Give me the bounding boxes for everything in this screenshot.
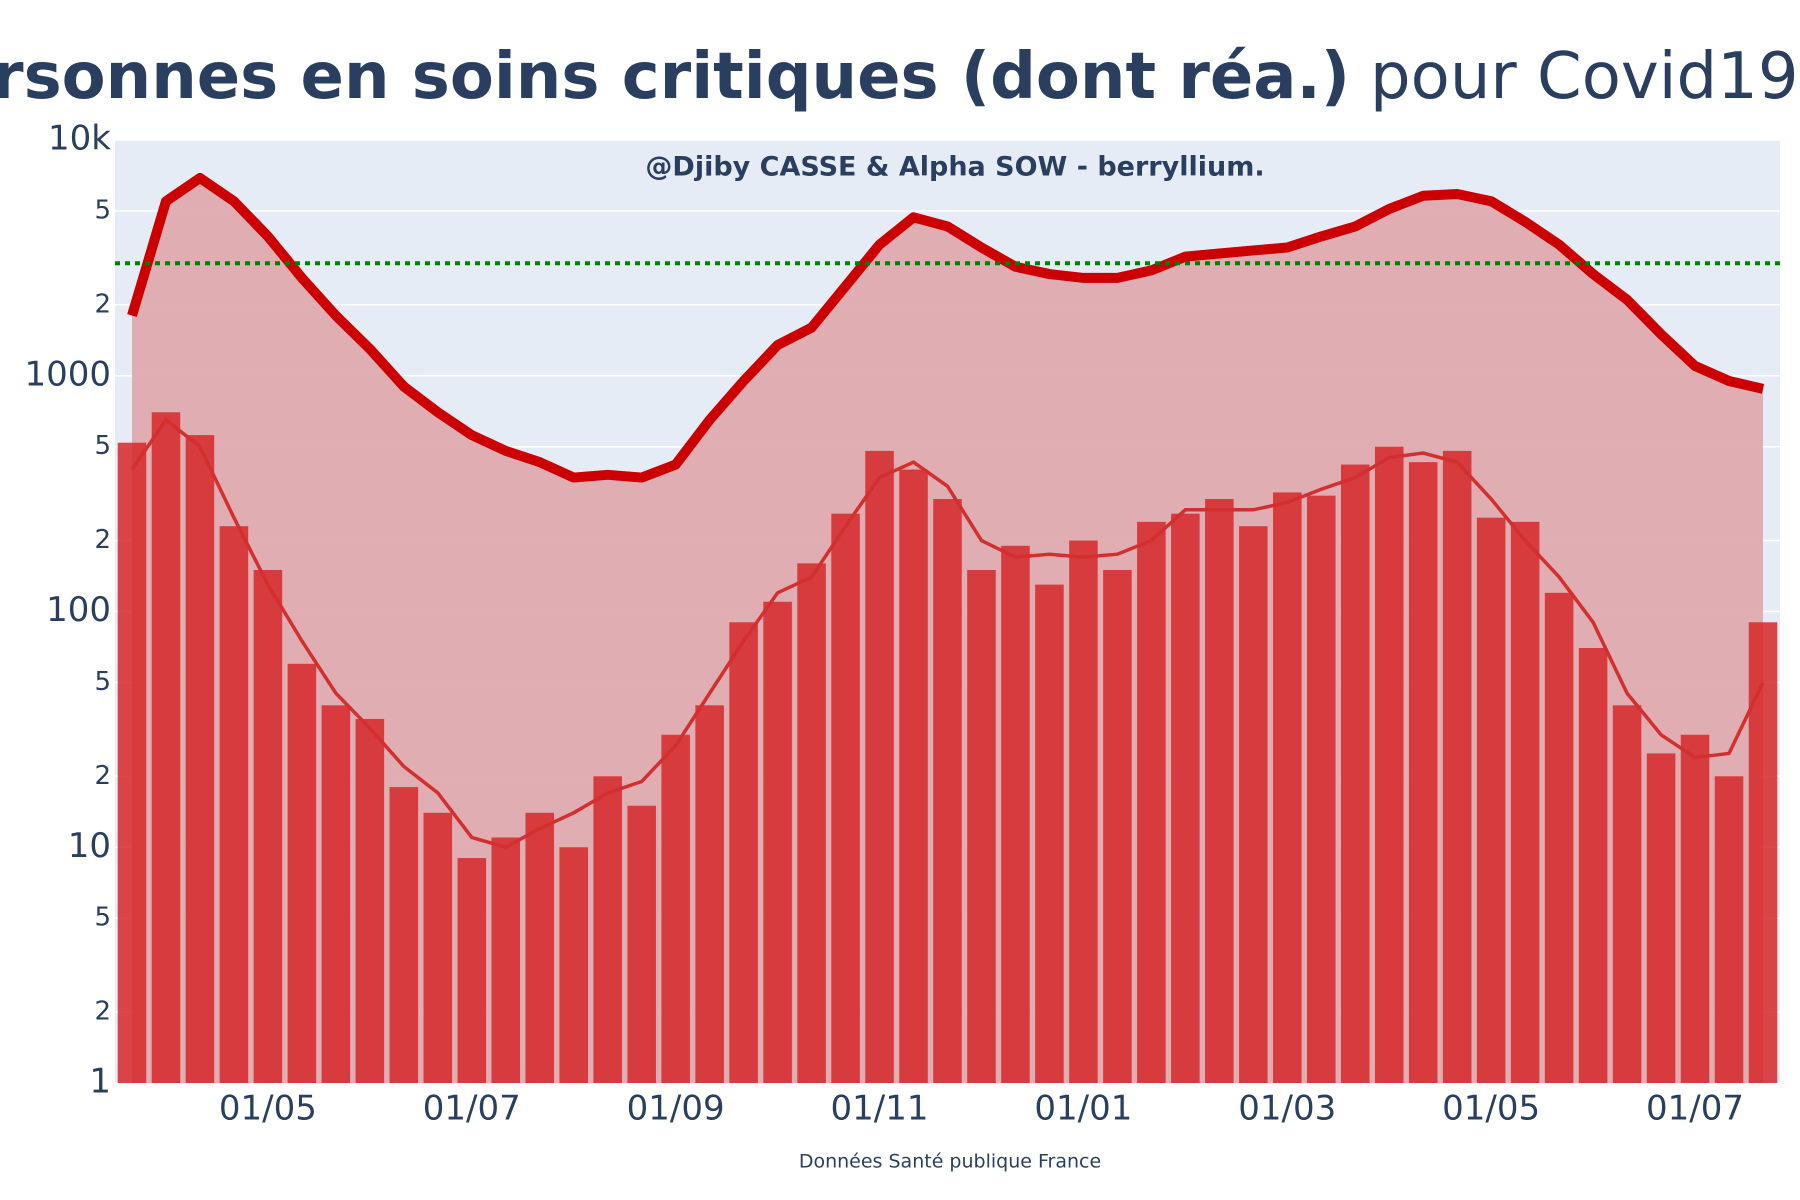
bar	[1103, 569, 1132, 1083]
bar	[1035, 584, 1064, 1083]
bar	[627, 805, 656, 1083]
title-bold: rsonnes en soins critiques (dont réa.)	[0, 40, 1350, 114]
bar	[1748, 622, 1778, 1083]
bar	[1171, 513, 1200, 1083]
y-tick-label: 2	[94, 997, 111, 1027]
y-tick-label: 5	[94, 903, 111, 933]
bar	[1001, 545, 1030, 1083]
annotation: @Djiby CASSE & Alpha SOW - berryllium.	[645, 152, 1264, 183]
bar	[253, 569, 283, 1083]
x-tick-label: 01/05	[219, 1089, 317, 1129]
critical-care-line	[127, 172, 1765, 483]
bar	[729, 622, 758, 1083]
bar	[117, 442, 147, 1083]
bar	[559, 847, 588, 1083]
bar	[661, 734, 690, 1083]
y-tick-label: 5	[94, 667, 111, 697]
y-tick-label: 100	[46, 590, 111, 630]
bar	[287, 663, 317, 1083]
x-tick-label: 01/03	[1238, 1089, 1336, 1129]
bar	[1205, 499, 1234, 1083]
bar	[321, 705, 351, 1083]
y-tick-label: 2	[94, 525, 111, 555]
title-rest: pour Covid19 [lo	[1370, 40, 1800, 114]
bar	[491, 837, 521, 1083]
bar	[185, 435, 215, 1083]
bar	[525, 812, 555, 1083]
y-tick-label: 2	[94, 289, 111, 319]
bar	[1374, 446, 1404, 1083]
bar	[899, 469, 928, 1084]
bar	[1340, 464, 1370, 1083]
bar	[933, 499, 962, 1083]
bar	[1646, 753, 1676, 1083]
bar	[389, 787, 419, 1083]
bar	[831, 513, 860, 1083]
bar	[423, 812, 453, 1083]
bar	[1239, 526, 1268, 1083]
bar	[151, 412, 181, 1083]
y-tick-label: 5	[94, 431, 111, 461]
bar	[1714, 776, 1744, 1083]
bar	[763, 601, 792, 1083]
x-tick-label: 01/07	[1646, 1089, 1744, 1129]
bar	[1578, 648, 1608, 1083]
x-tick-label: 01/09	[627, 1089, 725, 1129]
bar	[865, 450, 894, 1084]
y-tick-label: 5	[94, 195, 111, 225]
bar	[219, 526, 249, 1083]
y-tick-label: 10	[68, 826, 111, 866]
x-tick-label: 01/05	[1442, 1089, 1540, 1129]
y-tick-label: 1000	[24, 354, 111, 394]
bar	[1137, 521, 1166, 1083]
chart-title: rsonnes en soins critiques (dont réa.) po…	[0, 40, 1800, 114]
bar	[1476, 517, 1506, 1083]
bar	[1069, 540, 1098, 1083]
bar	[1307, 495, 1336, 1083]
bar	[797, 563, 826, 1083]
bar	[1680, 734, 1710, 1083]
bar	[1510, 521, 1540, 1083]
bar	[967, 569, 996, 1083]
x-tick-label: 01/07	[423, 1089, 521, 1129]
bar	[1408, 462, 1438, 1084]
bar	[1612, 705, 1642, 1083]
y-tick-label: 10k	[48, 119, 111, 159]
x-tick-label: 01/11	[831, 1089, 929, 1129]
y-tick-label: 2	[94, 761, 111, 791]
bar	[695, 705, 724, 1083]
admissions-line	[130, 417, 1765, 850]
y-tick-label: 1	[89, 1062, 111, 1102]
bar	[1273, 492, 1302, 1083]
bar	[355, 718, 385, 1083]
bar	[457, 858, 487, 1083]
source: Données Santé publique France	[799, 1151, 1101, 1173]
bar	[1442, 450, 1472, 1084]
bar	[1544, 592, 1574, 1083]
bar	[593, 776, 622, 1083]
x-tick-label: 01/01	[1034, 1089, 1132, 1129]
